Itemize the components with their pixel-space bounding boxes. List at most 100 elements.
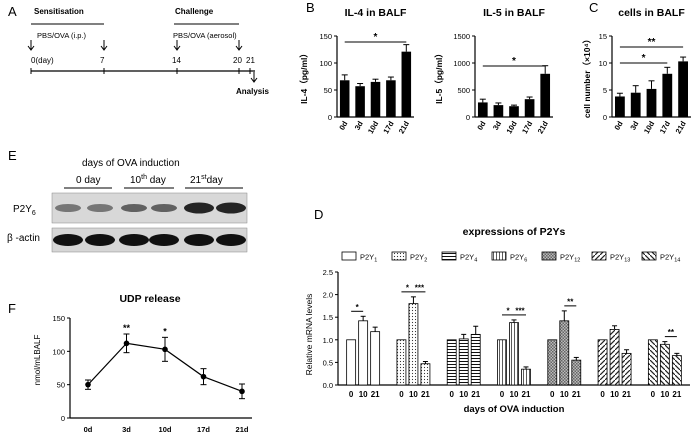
bar-10d (509, 106, 519, 117)
bar-P2Y1-day0 (346, 339, 357, 386)
x-tick-label: 21 (522, 390, 531, 399)
x-tick-label: 0 (399, 390, 404, 399)
y-tick-label: 5 (603, 86, 607, 95)
p2y-expression-chart: expressions of P2Ys 0.0 0.5 1.0 1.5 2.0 2.5 Rel… (304, 226, 690, 415)
x-tick-label: 10 (359, 390, 368, 399)
y-tick-label: 0 (603, 113, 607, 122)
legend-swatch-P2Y13 (591, 251, 607, 261)
legend-label-P2Y1: P2Y1 (360, 253, 377, 264)
bar-0d (477, 102, 488, 117)
y-tick-label: 1.5 (323, 313, 333, 322)
bar-P2Y6-day10 (509, 322, 519, 386)
x-tick-label: 21d (674, 119, 688, 135)
y-tick-label: 2.5 (323, 268, 333, 277)
day-label-20: 20 (233, 56, 242, 65)
bar-P2Y12-day0 (547, 339, 558, 386)
significance-label: ** (567, 297, 574, 306)
bar-P2Y1-day21 (370, 331, 381, 386)
y-axis-label: IL-5（pg/ml） (434, 49, 444, 104)
bar-P2Y6-day0 (497, 339, 507, 386)
x-tick-label: 0 (600, 390, 605, 399)
bar-10d (646, 88, 657, 117)
panel-label-d: D (314, 207, 323, 222)
legend-label-P2Y12: P2Y12 (560, 253, 580, 264)
y-tick-label: 0.5 (323, 358, 333, 367)
x-tick-label: 10 (409, 390, 418, 399)
y-tick-label: 1.0 (323, 336, 333, 345)
x-tick-label: 0 (550, 390, 555, 399)
udp-release-chart: UDP release 0 50 100 150 nmol/mLBALF 0d 3d 10d 17… (33, 293, 252, 434)
group-label-21day: 21stday (190, 174, 223, 186)
y-tick-label: 1500 (453, 32, 470, 41)
chart-title: IL-4 in BALF (345, 7, 407, 19)
challenge-label: Challenge (175, 7, 214, 16)
x-tick-label: 21d (397, 119, 411, 135)
blot-bands-actin (53, 234, 246, 246)
sensitisation-treatment: PBS/OVA (i.p.) (37, 31, 87, 40)
bar-P2Y2-day0 (396, 339, 407, 386)
y-tick-label: 500 (457, 86, 470, 95)
bar-10d (370, 81, 381, 117)
significance-label: * (642, 53, 646, 64)
bar-21d (678, 61, 688, 117)
x-tick-label: 17d (658, 119, 672, 135)
legend-label-P2Y2: P2Y2 (410, 253, 427, 264)
bar-17d (386, 80, 396, 117)
bar-0d (615, 96, 625, 117)
x-tick-label: 21 (622, 390, 631, 399)
x-tick-label: 21 (421, 390, 430, 399)
x-tick-label: 21 (471, 390, 480, 399)
x-tick-label: 3d (122, 425, 131, 434)
x-tick-label: 10 (510, 390, 519, 399)
blot-strip-p2y6 (51, 192, 248, 224)
x-tick-label: 10 (459, 390, 468, 399)
x-tick-label: 10d (642, 119, 656, 135)
cells-chart: cells in BALF 0 5 10 15 cell number（×10⁴） 0d 3d… (582, 7, 691, 135)
significance-label: * (374, 32, 378, 43)
x-tick-label: 0 (449, 390, 454, 399)
x-tick-label: 3d (628, 119, 640, 131)
analysis-label: Analysis (236, 87, 269, 96)
legend-label-P2Y14: P2Y14 (660, 253, 680, 264)
legend-swatch-P2Y4 (441, 251, 457, 261)
y-tick-label: 1000 (453, 59, 470, 68)
bar-17d (524, 99, 535, 117)
bar-3d (493, 105, 504, 117)
y-tick-label: 50 (57, 381, 65, 390)
bar-21d (401, 51, 412, 117)
timeline-arrows (27, 40, 243, 51)
x-tick-label: 0d (612, 119, 624, 131)
bar-P2Y1-day10 (358, 320, 369, 386)
x-tick-label: 17d (381, 119, 395, 135)
x-tick-label: 3d (353, 119, 365, 131)
bar-P2Y12-day10 (559, 320, 570, 386)
panel-label-e: E (8, 148, 17, 163)
bar-P2Y14-day10 (659, 343, 670, 386)
x-tick-label: 17d (520, 119, 534, 135)
y-tick-label: 0 (328, 113, 332, 122)
x-tick-label: 21d (536, 119, 550, 135)
x-tick-label: 21 (672, 390, 681, 399)
significance-label: ** (648, 37, 656, 48)
chart-title: IL-5 in BALF (483, 7, 545, 19)
bar-P2Y2-day21 (420, 363, 431, 386)
sensitisation-label: Sensitisation (34, 7, 84, 16)
panel-label-a: A (8, 4, 17, 19)
bar-P2Y13-day21 (621, 352, 632, 386)
y-axis-label: Relative mRNA levels (304, 294, 314, 376)
chart-title: expressions of P2Ys (463, 226, 566, 238)
timeline-diagram: Sensitisation Challenge PBS/OVA (i.p.) P… (27, 7, 269, 96)
x-tick-label: 0d (84, 425, 93, 434)
y-tick-label: 50 (324, 86, 332, 95)
significance-label: * (356, 303, 360, 312)
significance-label: *** (415, 283, 425, 292)
x-tick-label: 0 (651, 390, 656, 399)
y-axis-label: nmol/mLBALF (33, 335, 42, 386)
bar-0d (339, 80, 350, 117)
x-tick-label: 10 (560, 390, 569, 399)
legend-swatch-P2Y12 (541, 251, 557, 261)
x-tick-label: 10d (366, 119, 380, 135)
legend-label-P2Y4: P2Y4 (460, 253, 477, 264)
x-tick-label: 10d (504, 119, 518, 135)
